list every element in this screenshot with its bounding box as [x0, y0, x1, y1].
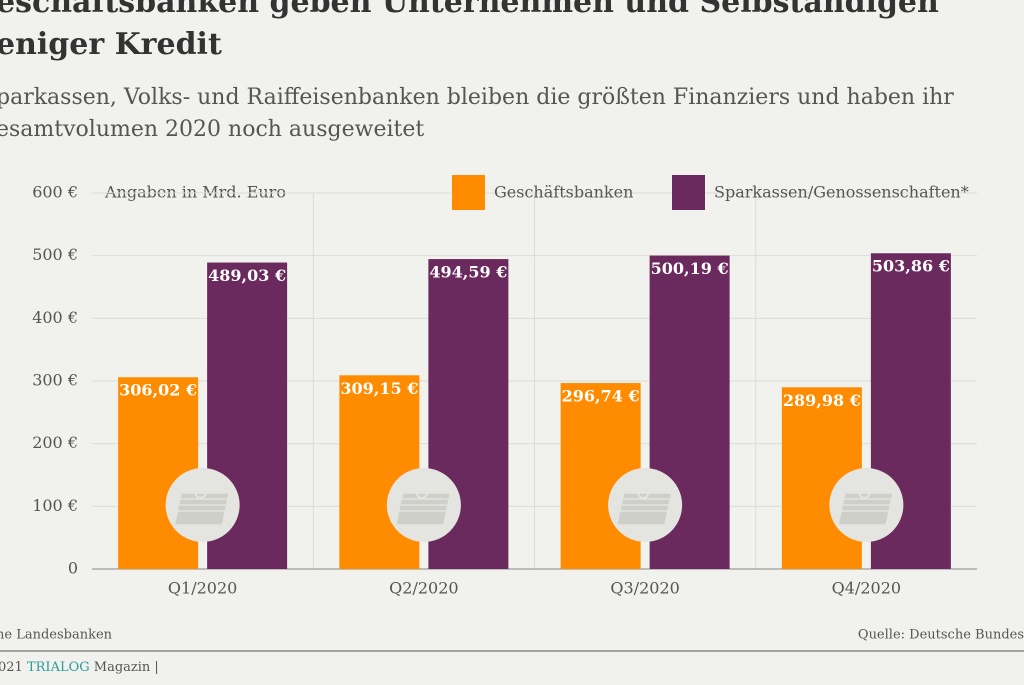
money-icon [637, 487, 650, 499]
chart-subtitle: parkassen, Volks- und Raiffeisenbanken b… [0, 85, 954, 110]
x-tick-label: Q4/2020 [832, 579, 901, 598]
value-label: 494,59 € [429, 263, 507, 282]
footer-rest: Magazin | [94, 660, 159, 675]
money-icon [194, 487, 207, 499]
value-label: 309,15 € [340, 379, 418, 398]
legend-label: Sparkassen/Genossenschaften* [714, 183, 969, 202]
value-label: 500,19 € [651, 259, 729, 278]
money-icon [858, 487, 871, 499]
chart-title: eniger Kredit [0, 27, 222, 62]
chart-subtitle: esamtvolumen 2020 noch ausgeweitet [0, 117, 424, 142]
footnote: ne Landesbanken [0, 628, 113, 643]
money-icon [415, 487, 428, 499]
unit-note: Angaben in Mrd. Euro [104, 183, 286, 202]
money-icon [837, 510, 891, 526]
footer: 021 TRIALOG Magazin | [0, 660, 159, 675]
legend-label: Geschäftsbanken [494, 183, 633, 202]
value-label: 489,03 € [208, 266, 286, 285]
x-tick-label: Q2/2020 [389, 579, 458, 598]
source: Quelle: Deutsche Bundes [858, 628, 1024, 643]
value-label: 306,02 € [119, 381, 197, 400]
x-tick-label: Q3/2020 [610, 579, 679, 598]
y-tick-label: 600 € [32, 183, 78, 202]
legend-swatch [672, 175, 705, 210]
y-tick-label: 0 [68, 559, 78, 578]
value-label: 289,98 € [783, 391, 861, 410]
money-icon [394, 510, 448, 526]
y-tick-label: 200 € [32, 433, 78, 452]
footer-year: 021 [0, 660, 23, 675]
y-tick-label: 500 € [32, 245, 78, 264]
value-label: 503,86 € [872, 257, 950, 276]
legend-swatch [452, 175, 485, 210]
y-tick-label: 100 € [32, 496, 78, 515]
x-tick-label: Q1/2020 [168, 579, 237, 598]
value-label: 296,74 € [562, 387, 640, 406]
chart-title: eschäftsbanken geben Unternehmen und Sel… [0, 0, 939, 20]
y-tick-label: 300 € [32, 371, 78, 390]
money-icon [173, 510, 227, 526]
footer-brand: TRIALOG [27, 660, 90, 675]
money-icon [615, 510, 669, 526]
y-tick-label: 400 € [32, 308, 78, 327]
